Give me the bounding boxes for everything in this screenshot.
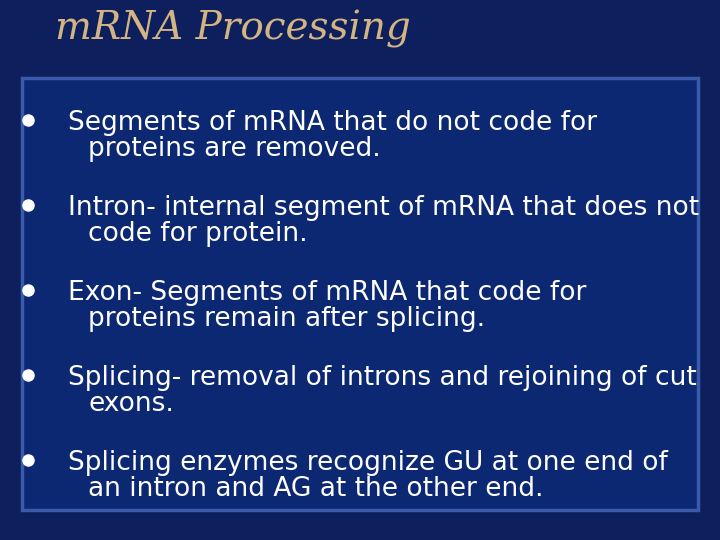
Text: Splicing enzymes recognize GU at one end of: Splicing enzymes recognize GU at one end…: [68, 450, 668, 476]
Text: proteins remain after splicing.: proteins remain after splicing.: [88, 306, 485, 332]
Text: exons.: exons.: [88, 390, 174, 417]
Text: Exon- Segments of mRNA that code for: Exon- Segments of mRNA that code for: [68, 280, 586, 306]
Text: Segments of mRNA that do not code for: Segments of mRNA that do not code for: [68, 110, 597, 136]
Text: Splicing- removal of introns and rejoining of cut: Splicing- removal of introns and rejoini…: [68, 365, 697, 391]
Text: an intron and AG at the other end.: an intron and AG at the other end.: [88, 476, 544, 502]
Text: mRNA Processing: mRNA Processing: [55, 10, 410, 48]
Text: proteins are removed.: proteins are removed.: [88, 136, 381, 161]
FancyBboxPatch shape: [22, 78, 698, 510]
Text: code for protein.: code for protein.: [88, 221, 307, 247]
Text: Intron- internal segment of mRNA that does not: Intron- internal segment of mRNA that do…: [68, 195, 699, 221]
